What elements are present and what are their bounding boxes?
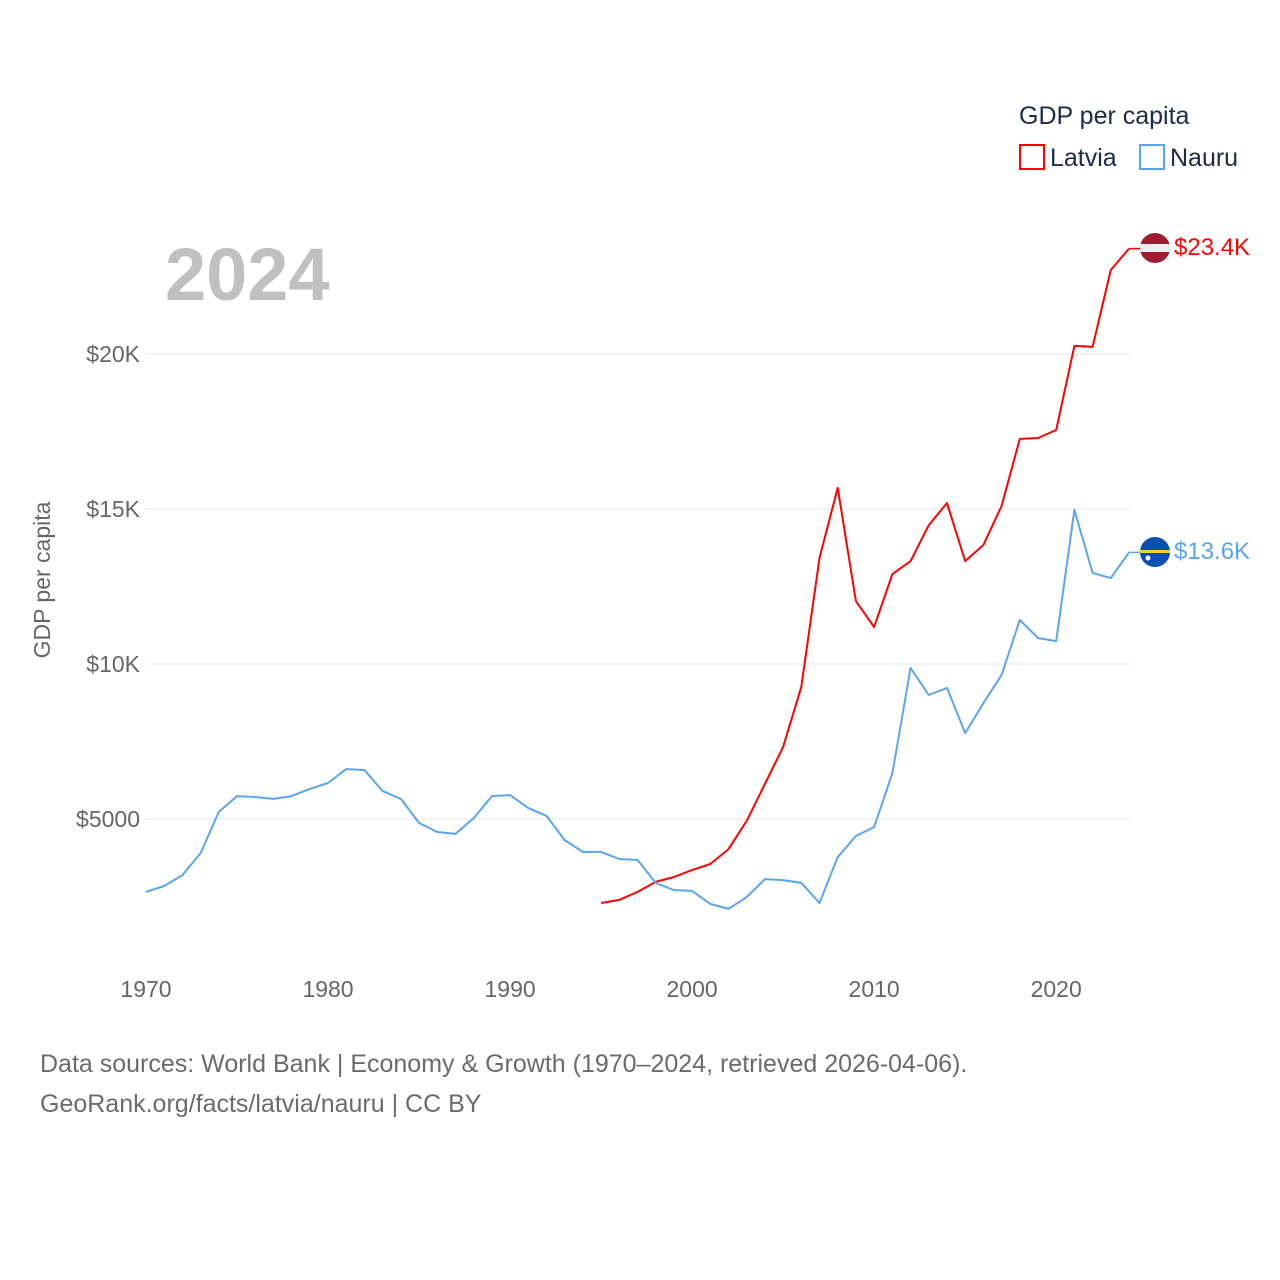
x-axis-ticks: 1970 1980 1990 2000 2010 2020 [120, 976, 1081, 1002]
y-tick-label: $10K [86, 651, 140, 677]
legend-label-nauru: Nauru [1170, 144, 1238, 172]
year-label: 2024 [165, 233, 330, 316]
nauru-end-label: $13.6K [1174, 538, 1250, 565]
gridlines [146, 353, 1130, 820]
series-line-nauru [145, 508, 1130, 910]
x-tick-label: 1980 [302, 976, 353, 1002]
x-tick-label: 2000 [667, 976, 718, 1002]
legend: GDP per capita Latvia Nauru [1019, 102, 1238, 172]
attribution-link[interactable]: GeoRank.org/facts/latvia/nauru | CC BY [40, 1090, 482, 1118]
footer: Data sources: World Bank | Economy & Gro… [40, 1044, 967, 1124]
y-tick-label: $5000 [76, 806, 140, 832]
latvia-flag-icon [1140, 233, 1170, 263]
legend-title: GDP per capita [1019, 102, 1190, 130]
x-tick-label: 2010 [849, 976, 900, 1002]
latvia-end-label: $23.4K [1174, 234, 1250, 261]
x-tick-label: 1990 [484, 976, 535, 1002]
legend-label-latvia: Latvia [1050, 144, 1117, 172]
y-tick-label: $20K [86, 341, 140, 367]
legend-swatch-latvia [1019, 144, 1045, 170]
y-tick-label: $15K [86, 496, 140, 522]
legend-item-latvia[interactable]: Latvia [1019, 144, 1117, 172]
series-lines [145, 247, 1141, 910]
data-source-text: Data sources: World Bank | Economy & Gro… [40, 1050, 968, 1078]
legend-item-nauru[interactable]: Nauru [1139, 144, 1238, 172]
series-line-latvia [600, 247, 1130, 904]
y-axis-ticks: $5000 $10K $15K $20K [76, 341, 141, 832]
x-tick-label: 1970 [120, 976, 171, 1002]
y-axis-label: GDP per capita [29, 501, 55, 658]
nauru-flag-icon [1140, 537, 1170, 567]
legend-swatch-nauru [1139, 144, 1165, 170]
x-tick-label: 2020 [1031, 976, 1082, 1002]
